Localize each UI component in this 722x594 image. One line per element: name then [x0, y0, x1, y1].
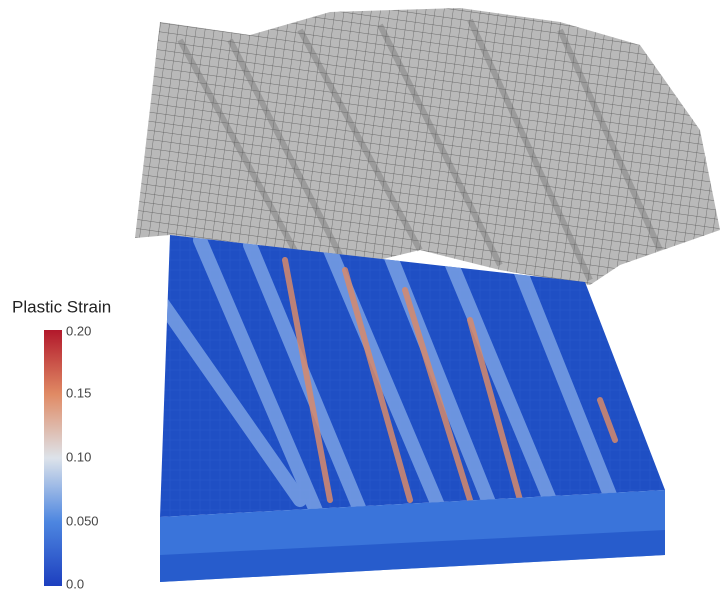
colorbar-tick: 0.0 [66, 576, 84, 591]
colorbar-title: Plastic Strain [12, 297, 111, 316]
colorbar-tick: 0.10 [66, 449, 91, 464]
scene: Plastic Strain 0.20 0.15 0.10 0.050 0.0 [0, 0, 722, 594]
colorbar: Plastic Strain 0.20 0.15 0.10 0.050 0.0 [12, 297, 111, 591]
colorbar-tick: 0.050 [66, 513, 99, 528]
colorbar-tick: 0.15 [66, 385, 91, 400]
colorbar-gradient [44, 330, 62, 586]
colorbar-tick: 0.20 [66, 323, 91, 338]
